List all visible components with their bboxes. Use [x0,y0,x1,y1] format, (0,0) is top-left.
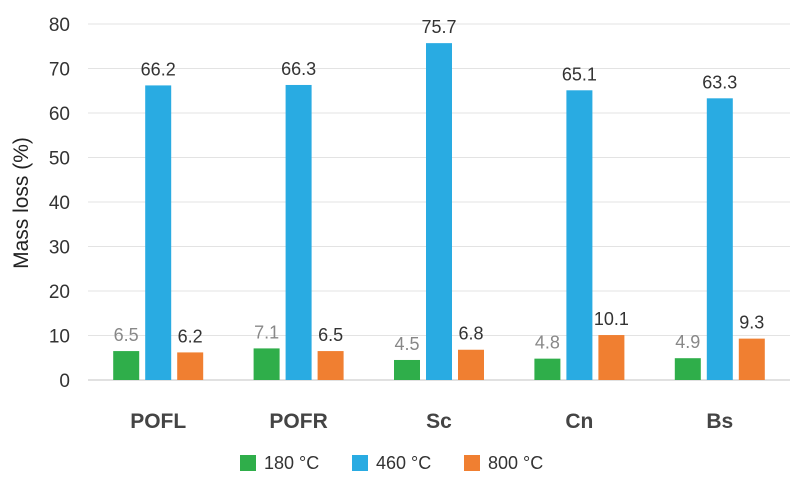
bar [738,338,765,380]
y-tick-label: 30 [49,238,70,259]
x-category-label: POFR [269,410,327,433]
y-tick-label: 40 [49,193,70,214]
bar [674,358,701,380]
data-label: 6.8 [458,324,483,344]
legend-item: 800 °C [464,453,543,473]
data-label: 4.9 [675,332,700,352]
bar [534,358,561,380]
y-tick-label: 50 [49,149,70,170]
y-tick-label: 10 [49,327,70,348]
legend-label: 800 °C [488,453,543,473]
data-label: 7.1 [254,322,279,342]
bar [145,85,172,380]
legend-swatch [240,455,256,471]
y-axis-ticks: 0 10 20 30 40 50 60 70 80 [49,15,70,392]
y-tick-label: 70 [49,60,70,81]
legend-swatch [464,455,480,471]
data-label: 75.7 [421,17,456,37]
bars [113,43,765,381]
x-category-label: POFL [130,410,186,433]
data-label: 4.8 [535,333,560,353]
x-category-label: Cn [565,410,593,433]
bar [394,359,420,380]
legend-label: 180 °C [264,453,319,473]
legend-item: 460 °C [352,453,431,473]
y-tick-label: 0 [59,371,70,392]
bar [285,84,312,380]
legend-swatch [352,455,368,471]
bar [113,351,140,380]
bar [426,43,452,380]
data-label: 6.5 [114,325,139,345]
data-label: 9.3 [739,313,764,333]
data-label: 65.1 [562,64,597,84]
legend-label: 460 °C [376,453,431,473]
data-label: 66.3 [281,59,316,79]
data-label: 6.2 [178,326,203,346]
data-label: 6.5 [318,325,343,345]
bar [177,352,204,380]
data-label: 4.5 [394,334,419,354]
bar [706,98,733,380]
y-tick-label: 20 [49,282,70,303]
bar [566,90,593,381]
data-label: 10.1 [594,309,629,329]
y-tick-label: 80 [49,15,70,36]
data-label: 63.3 [702,72,737,92]
data-labels: 6.5 66.2 6.2 7.1 66.3 6.5 4.5 75.7 6.8 4.8 65.1 10.… [114,17,765,354]
y-axis-label: Mass loss (%) [10,137,33,269]
x-category-label: Sc [426,410,452,433]
x-category-label: Bs [706,410,733,433]
x-axis-categories: POFL POFR Sc Cn Bs [130,410,733,433]
bar [598,335,625,380]
bar [253,348,280,380]
y-tick-label: 60 [49,104,70,125]
bar [317,351,344,380]
legend-item: 180 °C [240,453,319,473]
bar [458,349,484,380]
legend: 180 °C 460 °C 800 °C [240,453,543,473]
data-label: 66.2 [141,59,176,79]
